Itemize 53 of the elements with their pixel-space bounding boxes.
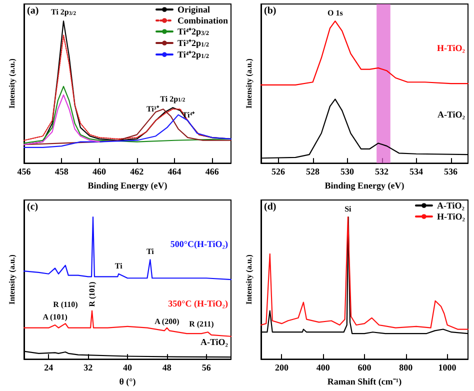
x-tick-label: 460 (92, 166, 107, 177)
text: (b) (264, 6, 276, 16)
y-axis-title: Intensity (a.u.) (244, 254, 254, 304)
text: (a) (27, 6, 39, 16)
series-label: A-TiO₂ (200, 336, 228, 347)
x-axis-title: Raman Shift (cm⁻¹) (327, 376, 402, 386)
x-tick-label: 528 (306, 166, 320, 177)
x-tick-label: 530 (340, 166, 354, 177)
x-tick-label: 532 (375, 166, 389, 177)
x-tick-label: 456 (17, 166, 32, 177)
annotation: Ti (114, 260, 124, 270)
annotation: R (110) (53, 300, 78, 309)
y-axis-title: Intensity (a.u.) (8, 58, 16, 109)
legend-label: H-TiO₂ (436, 211, 466, 221)
annotation: R (211) (189, 319, 214, 328)
x-tick-label: 200 (274, 362, 289, 372)
annotation: A (101) (42, 312, 68, 322)
x-tick-label: 458 (54, 166, 69, 177)
x-axis-title: Binding Energy (eV) (324, 180, 404, 190)
text: A-TiO₂ (437, 110, 466, 120)
text: 350°C (H-TiO₂) (168, 298, 228, 308)
x-tick-label: 466 (205, 166, 220, 177)
x-tick-label: 534 (410, 166, 424, 177)
text: H-TiO₂ (436, 42, 466, 53)
y-axis-title: Intensity (a.u.) (244, 58, 254, 109)
x-tick-label: 1000 (438, 362, 457, 372)
x-tick-label: 48 (162, 362, 172, 372)
x-tick-label: 400 (316, 362, 330, 372)
annotation: Ti³⁺ (146, 104, 160, 114)
text: (d) (264, 201, 276, 212)
text: (c) (27, 201, 38, 212)
x-tick-label: 56 (202, 362, 212, 372)
legend-label: Original (177, 4, 210, 14)
x-tick-label: 600 (358, 362, 372, 372)
text: 500°C(H-TiO₂) (170, 238, 228, 248)
x-tick-label: 800 (399, 362, 414, 372)
x-tick-label: 536 (444, 166, 458, 177)
x-tick-label: 526 (272, 166, 286, 177)
annotation: Ti (146, 246, 155, 256)
x-tick-label: 464 (168, 166, 182, 177)
x-axis-title: Binding Energy (eV) (88, 180, 168, 190)
annotation: O 1s (328, 8, 343, 18)
annotation: Si (344, 204, 352, 214)
annotation: A (200) (154, 316, 180, 326)
x-tick-label: 32 (84, 362, 94, 372)
x-tick-label: 40 (123, 362, 132, 372)
legend-label: Combination (177, 16, 228, 26)
x-tick-label: 462 (130, 166, 144, 177)
y-axis-title: Intensity (a.u.) (8, 254, 16, 304)
annotation: R (101) (88, 280, 97, 306)
x-axis-title: θ (°) (119, 376, 136, 386)
x-tick-label: 24 (44, 362, 54, 372)
legend-label: A-TiO₂ (436, 200, 465, 210)
